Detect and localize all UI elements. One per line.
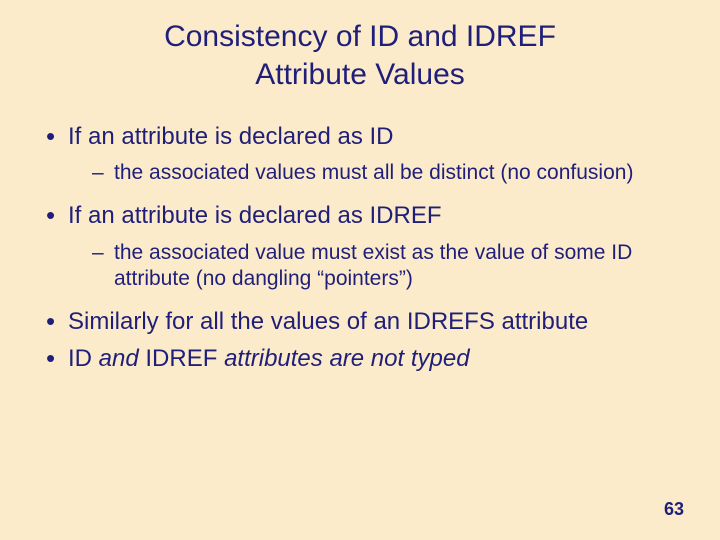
bullet-1-sub-1-text: the associated values must all be distin…	[114, 161, 633, 184]
bullet-4-pre: ID	[68, 345, 99, 372]
bullet-4-em1: and	[99, 345, 139, 372]
bullet-2: If an attribute is declared as IDREF the…	[40, 200, 680, 292]
bullet-3: Similarly for all the values of an IDREF…	[40, 306, 680, 337]
bullet-4-mid: IDREF	[139, 345, 224, 372]
bullet-3-text: Similarly for all the values of an IDREF…	[68, 308, 588, 335]
title-line-2: Attribute Values	[255, 58, 465, 91]
bullet-4: ID and IDREF attributes are not typed	[40, 343, 680, 374]
title-line-1: Consistency of ID and IDREF	[164, 20, 556, 53]
bullet-1-sub: the associated values must all be distin…	[68, 160, 680, 186]
bullet-2-sub-1: the associated value must exist as the v…	[92, 240, 680, 293]
bullet-1-text: If an attribute is declared as ID	[68, 123, 394, 150]
bullet-2-sub: the associated value must exist as the v…	[68, 240, 680, 293]
bullet-1-sub-1: the associated values must all be distin…	[92, 160, 680, 186]
slide: Consistency of ID and IDREF Attribute Va…	[0, 0, 720, 540]
bullet-list: If an attribute is declared as ID the as…	[40, 121, 680, 375]
bullet-1: If an attribute is declared as ID the as…	[40, 121, 680, 186]
bullet-2-text: If an attribute is declared as IDREF	[68, 202, 442, 229]
bullet-4-em2: attributes are not typed	[224, 345, 469, 372]
page-number: 63	[664, 499, 684, 520]
bullet-2-sub-1-text: the associated value must exist as the v…	[114, 241, 632, 290]
slide-title: Consistency of ID and IDREF Attribute Va…	[40, 18, 680, 93]
